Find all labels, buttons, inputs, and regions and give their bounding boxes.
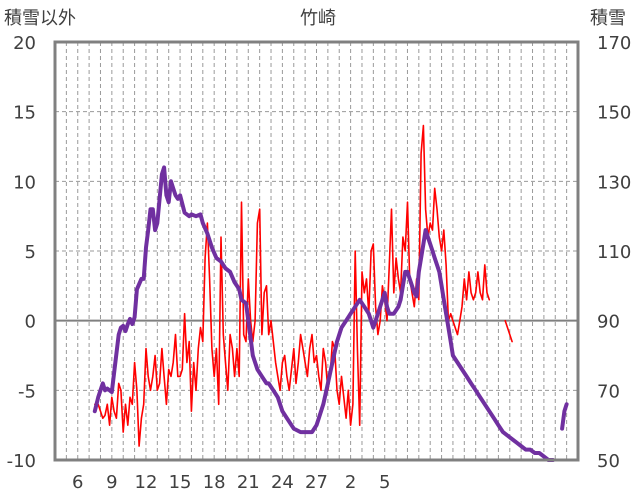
- x-tick-label: 21: [237, 472, 260, 493]
- y-right-tick-label: 130: [597, 172, 631, 193]
- y-right-tick-label: 90: [597, 312, 620, 333]
- x-tick-label: 2: [345, 472, 356, 493]
- x-tick-label: 12: [135, 472, 158, 493]
- chart-title: 竹崎: [300, 8, 336, 29]
- x-tick-label: 6: [72, 472, 83, 493]
- y-left-tick-label: 15: [13, 103, 36, 124]
- left-axis-label: 積雪以外: [4, 8, 76, 29]
- y-right-tick-label: 170: [597, 33, 631, 54]
- y-right-tick-label: 110: [597, 242, 631, 263]
- y-left-tick-label: -5: [18, 381, 36, 402]
- series-other-line: [94, 124, 491, 447]
- series-group: [92, 124, 569, 462]
- x-tick-label: 5: [379, 472, 390, 493]
- y-right-tick-label: 50: [597, 451, 620, 472]
- x-tick-label: 15: [169, 472, 192, 493]
- y-left-tick-label: 0: [25, 312, 36, 333]
- x-tick-label: 27: [305, 472, 328, 493]
- y-right-tick-label: 70: [597, 381, 620, 402]
- grid: [55, 42, 578, 460]
- y-left-tick-label: -10: [7, 451, 36, 472]
- y-right-tick-label: 150: [597, 103, 631, 124]
- series-other-line: [504, 319, 513, 343]
- plot-frame: [53, 40, 580, 462]
- y-left-tick-label: 20: [13, 33, 36, 54]
- x-tick-label: 24: [271, 472, 294, 493]
- right-axis-label: 積雪: [590, 8, 626, 29]
- y-left-tick-label: 5: [25, 242, 36, 263]
- x-tick-label: 18: [203, 472, 226, 493]
- x-tick-label: 9: [106, 472, 117, 493]
- series-snow-line: [92, 165, 555, 462]
- series-snow-line: [560, 402, 569, 431]
- y-left-tick-label: 10: [13, 172, 36, 193]
